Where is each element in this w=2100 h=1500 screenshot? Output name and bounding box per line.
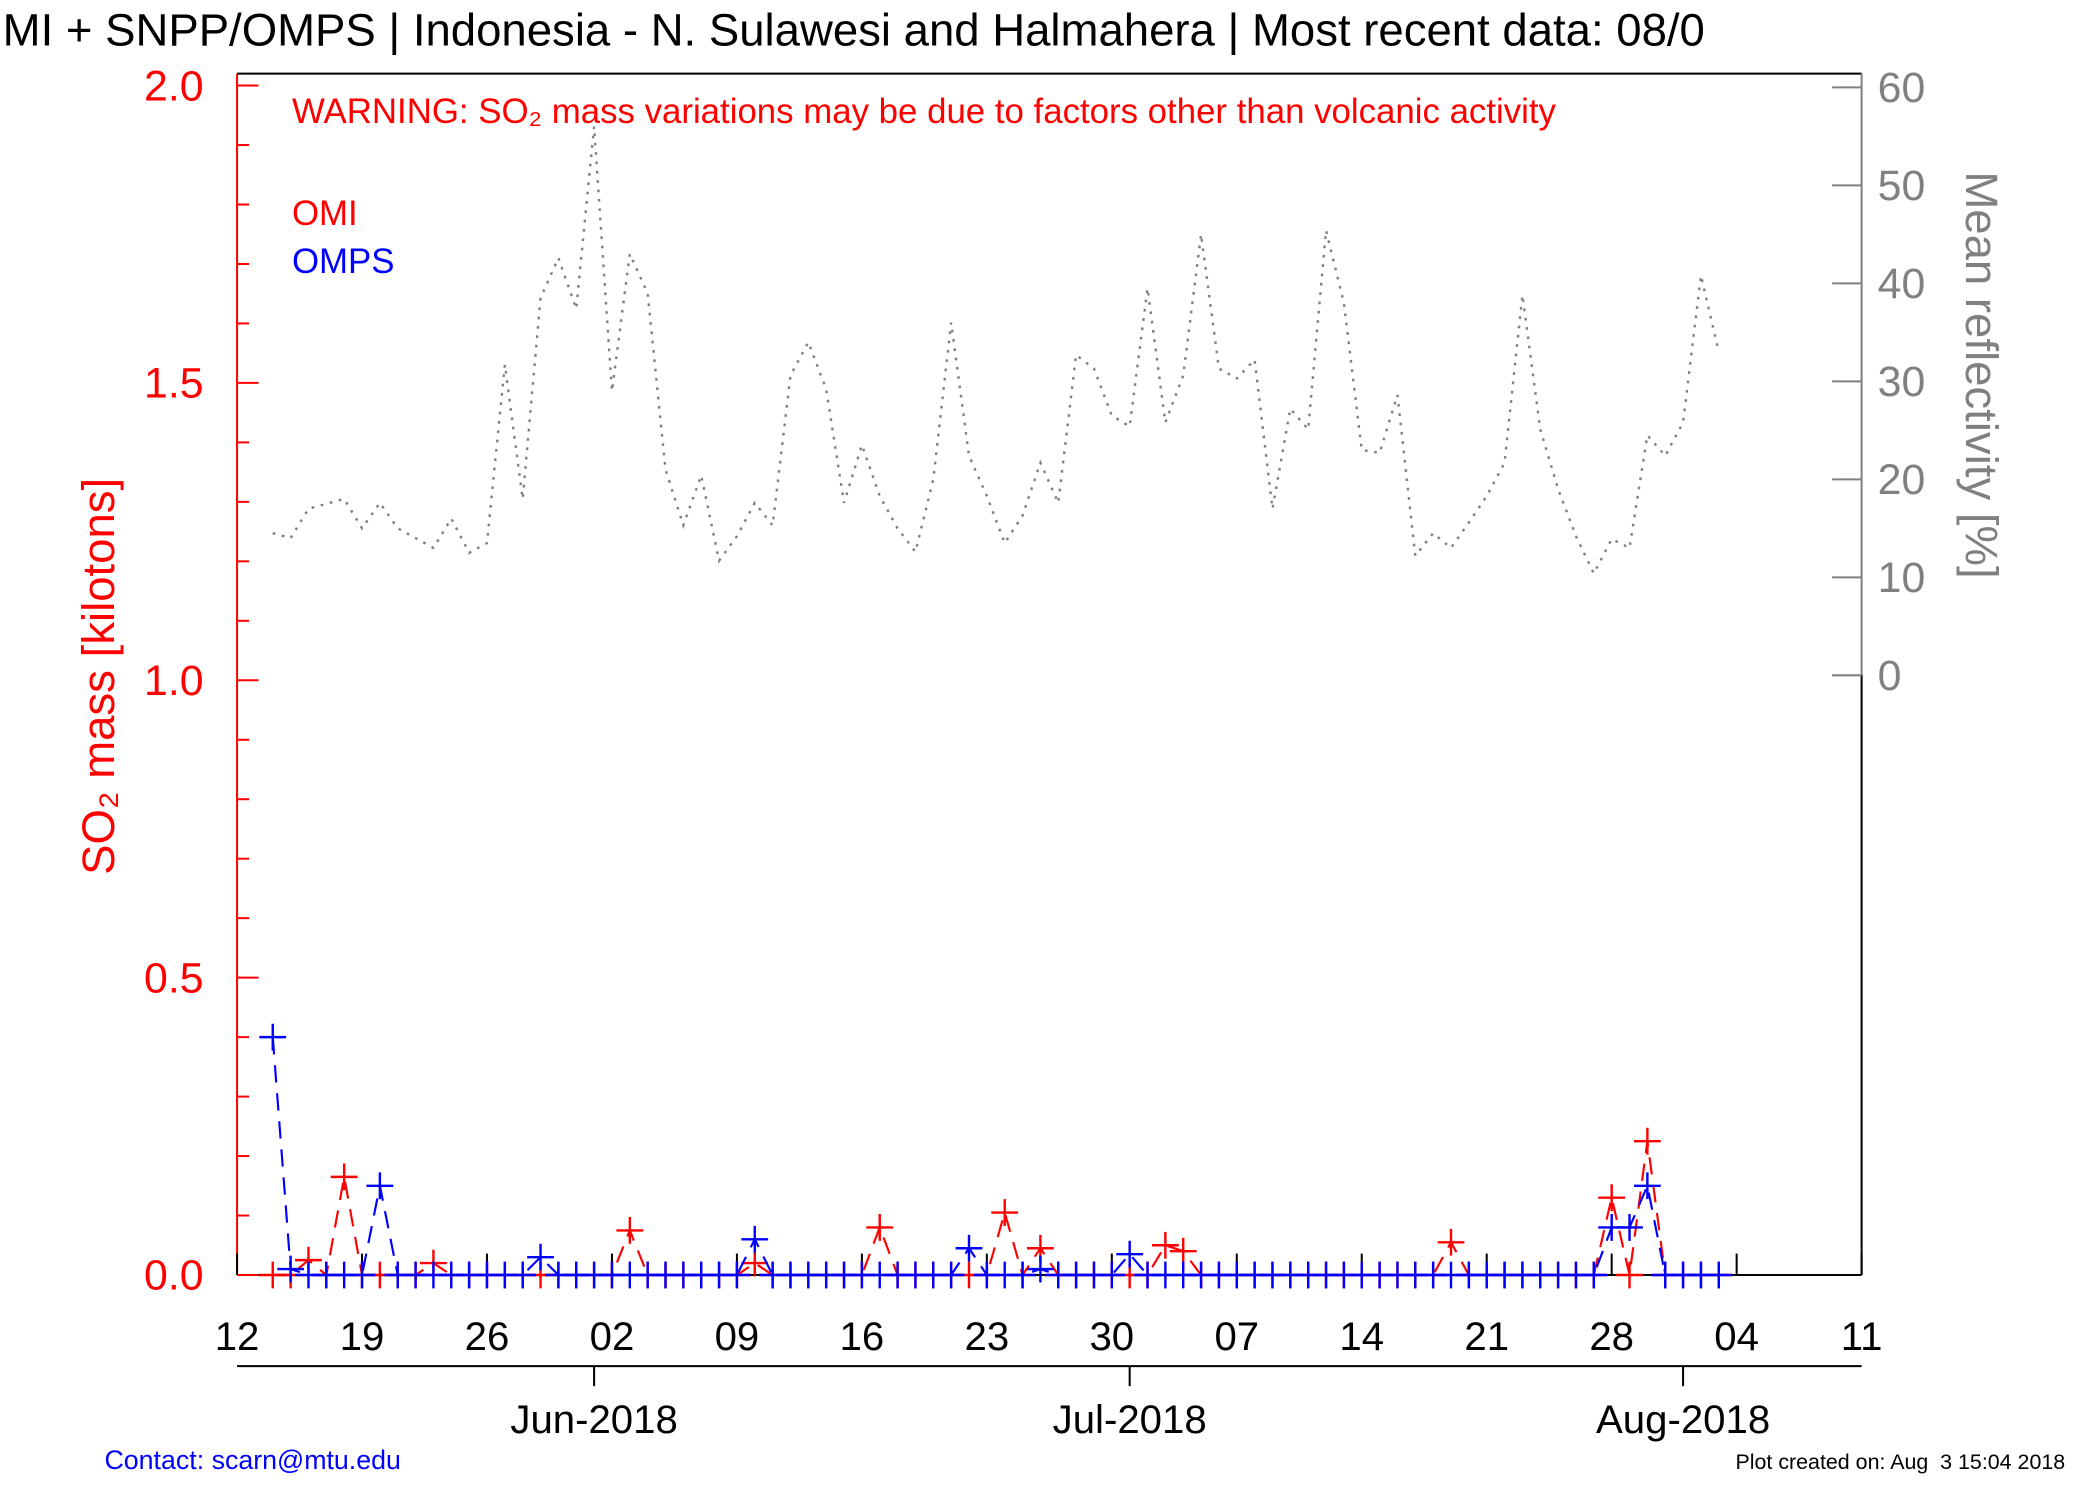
legend-entry: OMI: [292, 194, 358, 233]
x-tick-label: 28: [1589, 1314, 1634, 1359]
x-tick-label: 14: [1339, 1314, 1384, 1359]
y-tick-label: 2.0: [144, 62, 204, 110]
marker: [1098, 1261, 1126, 1289]
marker: [277, 1255, 305, 1283]
marker: [1437, 1228, 1465, 1256]
y2-tick-label: 50: [1878, 162, 1926, 210]
marker: [1027, 1255, 1054, 1283]
y-axis-label: SO₂ mass [kilotons]: [73, 478, 124, 875]
y2-tick-label: 0: [1878, 652, 1902, 700]
y2-tick-label: 30: [1878, 358, 1926, 406]
marker: [330, 1163, 358, 1191]
y2-axis-label: Mean reflectivity [%]: [1956, 171, 2007, 578]
x-tick-label: 26: [465, 1314, 510, 1359]
x-tick-label: 11: [1841, 1314, 1883, 1359]
x-tick-label: 19: [340, 1314, 385, 1359]
marker: [866, 1214, 894, 1241]
marker: [1598, 1184, 1626, 1212]
y-tick-label: 1.0: [144, 657, 204, 705]
y-tick-label: 0.0: [144, 1252, 204, 1300]
marker: [1633, 1127, 1661, 1155]
marker: [1616, 1214, 1643, 1241]
marker: [1616, 1261, 1643, 1289]
marker: [991, 1199, 1019, 1226]
x-tick-label: 30: [1089, 1314, 1134, 1359]
marker: [937, 1261, 965, 1289]
marker: [1151, 1231, 1179, 1259]
marker: [1580, 1261, 1608, 1289]
x-tick-label: 09: [715, 1314, 760, 1359]
marker: [955, 1234, 983, 1262]
marker: [723, 1261, 751, 1289]
marker: [741, 1249, 769, 1277]
month-label: Jun-2018: [510, 1397, 677, 1442]
y-tick-label: 0.5: [144, 954, 204, 1002]
created-note: Plot created on: Aug 3 15:04 2018: [1735, 1450, 2065, 1474]
x-tick-label: 12: [215, 1314, 260, 1359]
y-tick-label: 1.5: [144, 360, 204, 408]
legend-entry: OMPS: [292, 242, 395, 281]
marker: [1116, 1240, 1144, 1268]
marker: [366, 1172, 394, 1200]
marker: [348, 1261, 376, 1289]
y2-tick-label: 60: [1878, 64, 1926, 112]
y2-tick-label: 20: [1878, 456, 1926, 504]
x-tick-label: 21: [1464, 1314, 1509, 1359]
marker: [1705, 1261, 1733, 1289]
marker: [509, 1261, 537, 1289]
marker: [259, 1023, 287, 1051]
warning: WARNING: SO₂ mass variations may be due …: [292, 92, 1557, 131]
x-tick-label: 04: [1714, 1314, 1759, 1359]
marker: [741, 1225, 769, 1253]
marker: [1633, 1172, 1661, 1200]
y2-tick-label: 40: [1878, 260, 1926, 308]
contact: Contact: scarn@mtu.edu: [104, 1445, 400, 1475]
x-tick-label: 23: [965, 1314, 1010, 1359]
x-tick-label: 16: [840, 1314, 885, 1359]
month-label: Aug-2018: [1596, 1397, 1770, 1442]
marker: [616, 1217, 644, 1244]
month-label: Jul-2018: [1053, 1397, 1207, 1442]
marker: [1169, 1237, 1197, 1265]
x-tick-label: 07: [1214, 1314, 1259, 1359]
x-tick-label: 02: [590, 1314, 635, 1359]
chart-title: MI + SNPP/OMPS | Indonesia - N. Sulawesi…: [3, 5, 1705, 56]
marker: [527, 1243, 554, 1271]
y2-tick-label: 10: [1878, 554, 1926, 602]
marker: [1009, 1261, 1036, 1289]
